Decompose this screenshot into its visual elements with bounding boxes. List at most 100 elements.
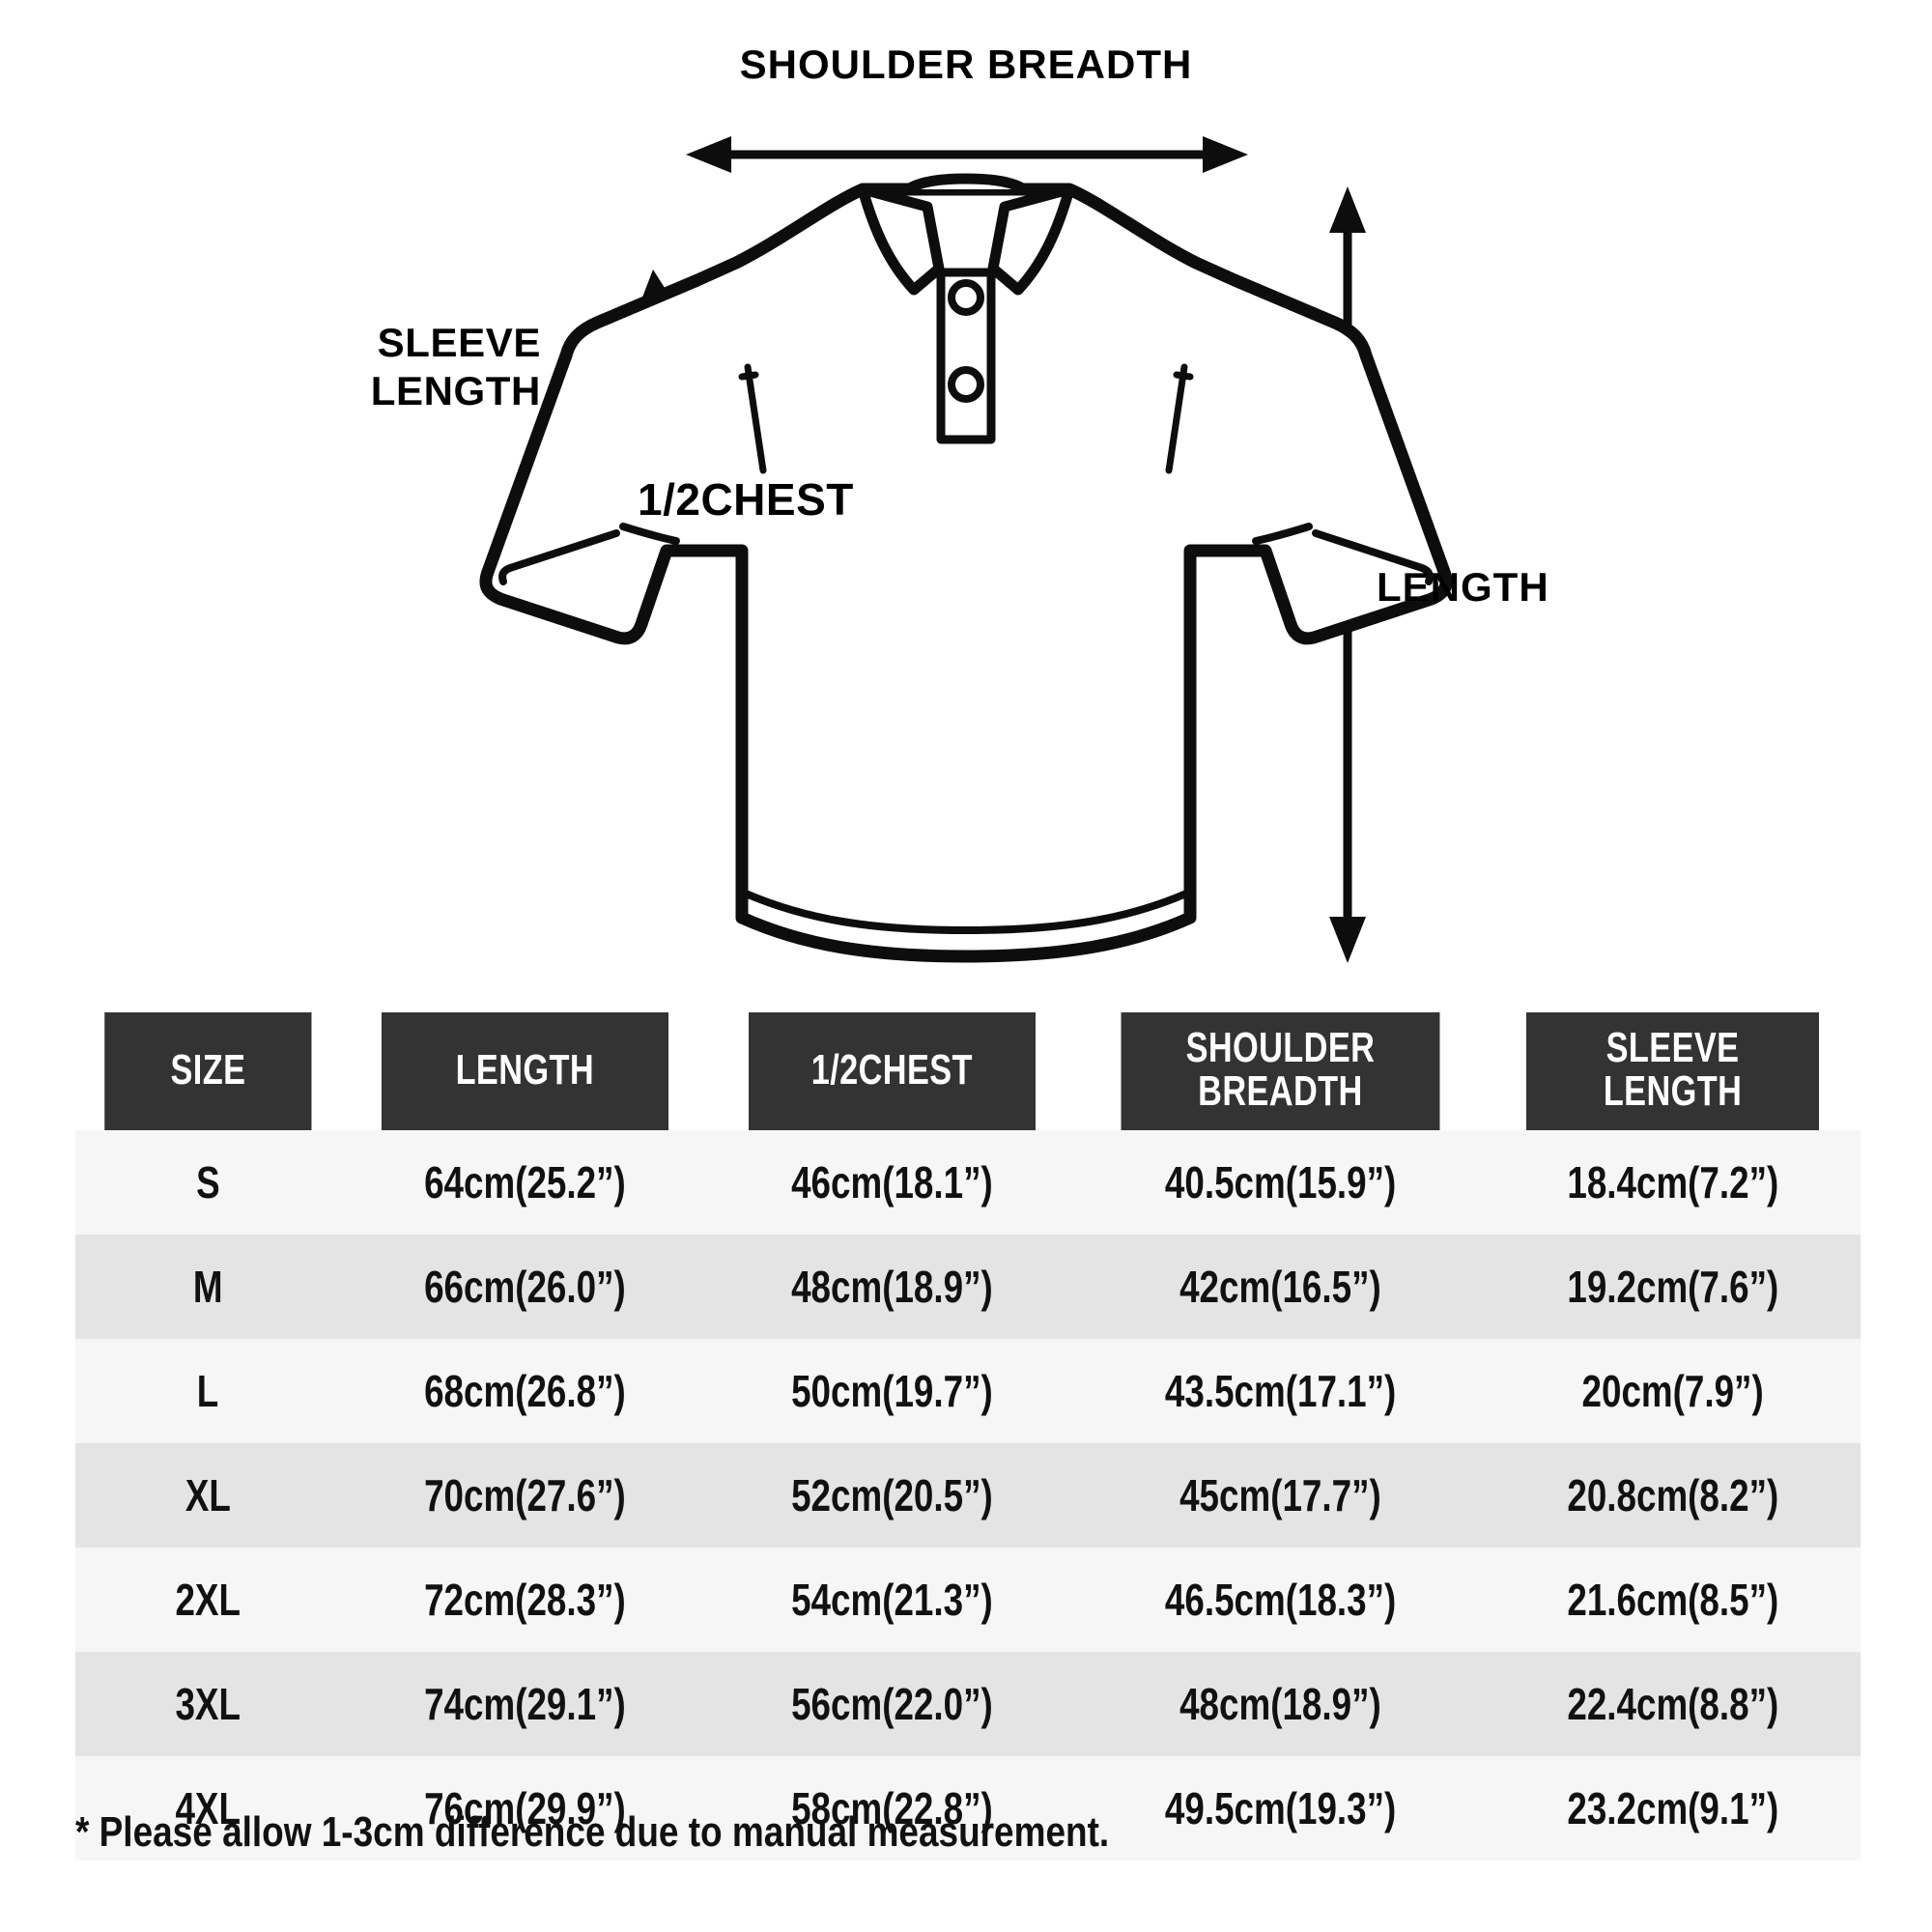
- cell-length-text: 72cm(28.3”): [423, 1575, 626, 1625]
- cell-half-chest: 48cm(18.9”): [708, 1235, 1077, 1339]
- polo-shirt-illustration: [479, 136, 1453, 963]
- sleeve-length-label-line2: LENGTH: [370, 367, 541, 413]
- sleeve-length-label: SLEEVE LENGTH: [184, 319, 541, 414]
- shoulder-breadth-label: SHOULDER BREADTH: [739, 42, 1193, 87]
- cell-length: 68cm(26.8”): [340, 1339, 709, 1443]
- table-body: S 64cm(25.2”) 46cm(18.1”) 40.5cm(15.9”) 18.4…: [75, 1130, 1861, 1861]
- cell-shoulder-breadth-text: 46.5cm(18.3”): [1164, 1575, 1397, 1625]
- cell-shoulder-breadth: 43.5cm(17.1”): [1076, 1339, 1485, 1443]
- cell-half-chest-text: 50cm(19.7”): [791, 1366, 994, 1416]
- column-header-length: LENGTH: [381, 1012, 668, 1130]
- table-row: 4XL 76cm(29.9”) 58cm(22.8”) 49.5cm(19.3”) 23…: [75, 1756, 1861, 1861]
- cell-length-text: 66cm(26.0”): [423, 1262, 626, 1312]
- cell-length-text: 70cm(27.6”): [423, 1470, 626, 1520]
- cell-size: L: [75, 1339, 341, 1443]
- cell-sleeve-length-text: 19.2cm(7.6”): [1567, 1262, 1778, 1312]
- cell-sleeve-length-text: 23.2cm(9.1”): [1567, 1783, 1778, 1833]
- cell-sleeve-length: 20cm(7.9”): [1484, 1339, 1861, 1443]
- cell-shoulder-breadth: 48cm(18.9”): [1076, 1652, 1485, 1756]
- half-chest-label: 1/2CHEST: [638, 474, 854, 525]
- cell-shoulder-breadth: 42cm(16.5”): [1076, 1235, 1485, 1339]
- cell-sleeve-length: 23.2cm(9.1”): [1484, 1756, 1861, 1861]
- cell-length: 76cm(29.9”): [340, 1756, 709, 1861]
- cell-shoulder-breadth: 45cm(17.7”): [1076, 1443, 1485, 1548]
- button-top: [948, 279, 984, 316]
- column-header-shoulder-breadth-line2: BREADTH: [1198, 1067, 1363, 1115]
- cell-half-chest-text: 58cm(22.8”): [791, 1783, 994, 1833]
- cell-sleeve-length-text: 20cm(7.9”): [1581, 1366, 1764, 1416]
- table-row: M 66cm(26.0”) 48cm(18.9”) 42cm(16.5”) 19.2cm…: [75, 1235, 1861, 1339]
- cell-half-chest-text: 46cm(18.1”): [791, 1157, 994, 1208]
- cell-half-chest: 58cm(22.8”): [708, 1756, 1077, 1861]
- size-table-container: SIZE LENGTH 1/2CHEST SHOULDER BREADTH SL…: [75, 1012, 1861, 1861]
- cell-size-text: 4XL: [175, 1783, 242, 1833]
- cell-half-chest-text: 56cm(22.0”): [791, 1679, 994, 1729]
- table-row: L 68cm(26.8”) 50cm(19.7”) 43.5cm(17.1”) 20cm…: [75, 1339, 1861, 1443]
- cell-sleeve-length: 20.8cm(8.2”): [1484, 1443, 1861, 1548]
- table-row: S 64cm(25.2”) 46cm(18.1”) 40.5cm(15.9”) 18.4…: [75, 1130, 1861, 1235]
- column-header-sleeve-length-line2: LENGTH: [1603, 1067, 1743, 1115]
- cell-half-chest-text: 54cm(21.3”): [791, 1575, 994, 1625]
- column-header-shoulder-breadth-line1: SHOULDER: [1185, 1024, 1376, 1072]
- cell-size: XL: [75, 1443, 341, 1548]
- size-table: SIZE LENGTH 1/2CHEST SHOULDER BREADTH SL…: [75, 1012, 1861, 1861]
- cell-half-chest: 46cm(18.1”): [708, 1130, 1077, 1235]
- cell-half-chest: 56cm(22.0”): [708, 1652, 1077, 1756]
- cell-sleeve-length-text: 21.6cm(8.5”): [1567, 1575, 1778, 1625]
- cell-half-chest: 50cm(19.7”): [708, 1339, 1077, 1443]
- cell-sleeve-length: 18.4cm(7.2”): [1484, 1130, 1861, 1235]
- cell-half-chest: 52cm(20.5”): [708, 1443, 1077, 1548]
- cell-half-chest: 54cm(21.3”): [708, 1548, 1077, 1652]
- cell-size-text: 3XL: [175, 1679, 242, 1729]
- column-header-half-chest: 1/2CHEST: [749, 1012, 1037, 1130]
- cell-sleeve-length: 22.4cm(8.8”): [1484, 1652, 1861, 1756]
- chest-guide-ticks: [744, 363, 1188, 474]
- table-header-row: SIZE LENGTH 1/2CHEST SHOULDER BREADTH SL…: [75, 1012, 1861, 1130]
- column-header-shoulder-breadth: SHOULDER BREADTH: [1121, 1012, 1440, 1130]
- table-header: SIZE LENGTH 1/2CHEST SHOULDER BREADTH SL…: [75, 1012, 1861, 1130]
- cell-shoulder-breadth-text: 40.5cm(15.9”): [1164, 1157, 1397, 1208]
- cell-size: S: [75, 1130, 341, 1235]
- cell-size: 2XL: [75, 1548, 341, 1652]
- length-label: LENGTH: [1377, 564, 1549, 610]
- collar: [857, 173, 1075, 296]
- measurement-disclaimer: * Please allow 1-3cm difference due to m…: [75, 1808, 1306, 1857]
- measurement-disclaimer-text: * Please allow 1-3cm difference due to m…: [75, 1808, 1110, 1856]
- button-bottom: [948, 366, 984, 403]
- column-header-size-line1: SIZE: [170, 1045, 246, 1094]
- cell-half-chest-text: 52cm(20.5”): [791, 1470, 994, 1520]
- column-header-length-line1: LENGTH: [455, 1045, 594, 1094]
- cell-sleeve-length: 21.6cm(8.5”): [1484, 1548, 1861, 1652]
- cell-sleeve-length: 19.2cm(7.6”): [1484, 1235, 1861, 1339]
- cell-shoulder-breadth-text: 42cm(16.5”): [1179, 1262, 1381, 1312]
- cell-size: M: [75, 1235, 341, 1339]
- sleeve-length-label-line1: SLEEVE: [377, 320, 541, 365]
- cell-size-text: M: [193, 1262, 223, 1312]
- cell-size-text: S: [196, 1157, 220, 1208]
- column-header-sleeve-length-line1: SLEEVE: [1605, 1024, 1740, 1072]
- cell-length: 70cm(27.6”): [340, 1443, 709, 1548]
- table-row: 3XL 74cm(29.1”) 56cm(22.0”) 48cm(18.9”) 22.4…: [75, 1652, 1861, 1756]
- cell-half-chest-text: 48cm(18.9”): [791, 1262, 994, 1312]
- table-row: XL 70cm(27.6”) 52cm(20.5”) 45cm(17.7”) 20.8c…: [75, 1443, 1861, 1548]
- shoulder-breadth-dimension-arrow: [686, 136, 1248, 173]
- placket-buttons: [948, 279, 984, 403]
- column-header-half-chest-line1: 1/2CHEST: [811, 1045, 974, 1094]
- cell-size: 3XL: [75, 1652, 341, 1756]
- sleeve-cuff-lines: [498, 523, 1434, 585]
- cell-shoulder-breadth-text: 45cm(17.7”): [1179, 1470, 1381, 1520]
- cell-length-text: 76cm(29.9”): [423, 1783, 626, 1833]
- cell-length: 74cm(29.1”): [340, 1652, 709, 1756]
- garment-diagram: SHOULDER BREADTH SLEEVE LENGTH 1/2CHEST L…: [184, 42, 1549, 963]
- cell-shoulder-breadth-text: 43.5cm(17.1”): [1164, 1366, 1397, 1416]
- cell-shoulder-breadth: 40.5cm(15.9”): [1076, 1130, 1485, 1235]
- cell-size: 4XL: [75, 1756, 341, 1861]
- cell-shoulder-breadth: 49.5cm(19.3”): [1076, 1756, 1485, 1861]
- cell-length: 72cm(28.3”): [340, 1548, 709, 1652]
- cell-sleeve-length-text: 20.8cm(8.2”): [1567, 1470, 1778, 1520]
- table-row: 2XL 72cm(28.3”) 54cm(21.3”) 46.5cm(18.3”) 21…: [75, 1548, 1861, 1652]
- cell-size-text: XL: [185, 1470, 231, 1520]
- cell-size-text: 2XL: [175, 1575, 242, 1625]
- cell-length: 66cm(26.0”): [340, 1235, 709, 1339]
